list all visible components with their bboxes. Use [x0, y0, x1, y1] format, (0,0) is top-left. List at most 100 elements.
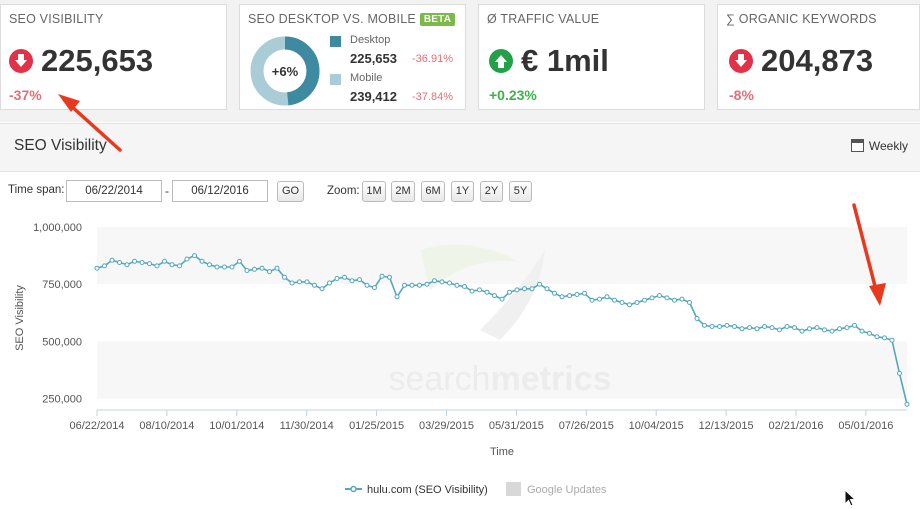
data-point	[462, 284, 467, 289]
data-point	[454, 282, 460, 288]
data-point	[537, 281, 542, 287]
data-point	[402, 282, 407, 288]
data-point	[327, 280, 332, 286]
card-seo-visibility[interactable]: SEO VISIBILITY 225,653 -37%	[0, 4, 227, 110]
data-point	[192, 253, 197, 259]
data-point	[529, 286, 535, 292]
data-point	[604, 294, 610, 300]
data-point	[432, 278, 437, 284]
card-traffic-value[interactable]: Ø TRAFFIC VALUE € 1mil +0.23%	[478, 4, 705, 110]
data-point	[642, 297, 647, 303]
data-point	[304, 279, 310, 285]
data-point	[799, 328, 805, 334]
data-point	[567, 293, 572, 299]
zoom-5y-button[interactable]: 5Y	[509, 181, 532, 202]
date-separator: -	[165, 184, 169, 198]
data-point	[499, 296, 505, 302]
legend-marker	[350, 485, 357, 493]
x-axis-label: Time	[490, 446, 514, 458]
card-title: SEO VISIBILITY	[9, 12, 104, 26]
data-point	[199, 258, 205, 264]
zoom-1y-button[interactable]: 1Y	[451, 181, 474, 202]
data-point	[544, 286, 550, 292]
data-point	[282, 274, 287, 280]
data-point	[222, 264, 227, 270]
annotation-arrows	[58, 94, 886, 306]
data-point	[859, 328, 865, 334]
data-point	[162, 258, 167, 264]
data-point	[477, 287, 482, 293]
data-point	[244, 268, 250, 273]
data-point	[589, 297, 595, 303]
data-point	[312, 282, 317, 288]
data-point	[574, 292, 580, 297]
data-point	[582, 290, 587, 296]
mobile-delta: -37.84%	[412, 91, 453, 103]
x-tick-label: 02/21/2016	[768, 420, 823, 432]
data-point	[619, 300, 625, 305]
y-tick-label: 500,000	[42, 336, 82, 348]
data-point	[177, 263, 182, 269]
zoom-2m-button[interactable]: 2M	[391, 181, 415, 202]
x-tick-label: 05/31/2015	[489, 420, 544, 432]
data-point	[814, 325, 820, 331]
legend-google-label: Google Updates	[527, 484, 607, 496]
data-point	[394, 294, 400, 300]
data-point	[657, 293, 662, 299]
data-point	[792, 325, 797, 331]
data-point	[214, 264, 220, 270]
donut-chart: +6%	[250, 36, 320, 106]
data-point	[417, 282, 422, 288]
data-point	[507, 289, 512, 295]
watermark-text: searchmetrics	[388, 360, 611, 398]
y-tick-label: 750,000	[42, 279, 82, 291]
data-point	[634, 300, 640, 305]
data-point	[109, 257, 115, 263]
card-organic-keywords[interactable]: ∑ ORGANIC KEYWORDS 204,873 -8%	[717, 4, 920, 110]
data-point	[897, 370, 902, 376]
start-date-input[interactable]: 06/22/2014	[66, 180, 162, 202]
data-point	[829, 328, 835, 334]
data-point	[492, 293, 497, 299]
kpi-value: € 1mil	[521, 43, 609, 78]
data-point	[372, 285, 377, 291]
data-point	[514, 287, 520, 293]
zoom-2y-button[interactable]: 2Y	[480, 181, 503, 202]
watermark-swoosh	[420, 244, 520, 290]
donut-desktop-ring	[250, 36, 320, 106]
series-line	[94, 253, 910, 407]
zoom-1m-button[interactable]: 1M	[362, 181, 386, 202]
card-desktop-mobile[interactable]: SEO DESKTOP VS. MOBILE BETA +6% Desktop 2…	[239, 4, 466, 110]
searchmetrics-watermark: searchmetrics	[388, 244, 612, 398]
legend[interactable]: hulu.com (SEO Visibility) Google Updates	[345, 482, 607, 496]
x-tick-label: 12/13/2015	[699, 420, 754, 432]
data-point	[874, 334, 880, 340]
data-point	[139, 260, 145, 265]
data-point	[627, 302, 632, 308]
watermark-swoosh	[480, 250, 545, 340]
red-arrow-line	[68, 103, 122, 152]
weekly-toggle[interactable]: Weekly	[850, 139, 908, 153]
section-title: SEO Visibility	[14, 137, 107, 154]
go-button[interactable]: GO	[277, 181, 304, 202]
data-point	[852, 322, 857, 328]
arrow-down-icon	[729, 49, 753, 73]
zoom-6m-button[interactable]: 6M	[421, 181, 445, 202]
x-tick-label: 08/10/2014	[139, 420, 194, 432]
data-point	[724, 322, 730, 328]
legend-google-swatch	[506, 482, 521, 496]
data-point	[882, 335, 887, 341]
end-date-input[interactable]: 06/12/2016	[172, 180, 268, 202]
data-point	[597, 296, 602, 302]
data-point	[424, 281, 430, 287]
donut-label: +6%	[272, 64, 299, 79]
mobile-label: Mobile	[350, 72, 383, 84]
card-title: SEO DESKTOP VS. MOBILE BETA	[248, 12, 456, 26]
data-point	[822, 327, 827, 333]
data-point	[364, 282, 370, 288]
data-point	[132, 258, 137, 264]
time-span-label: Time span:	[8, 184, 65, 196]
data-point	[237, 258, 242, 264]
data-point	[469, 288, 475, 294]
